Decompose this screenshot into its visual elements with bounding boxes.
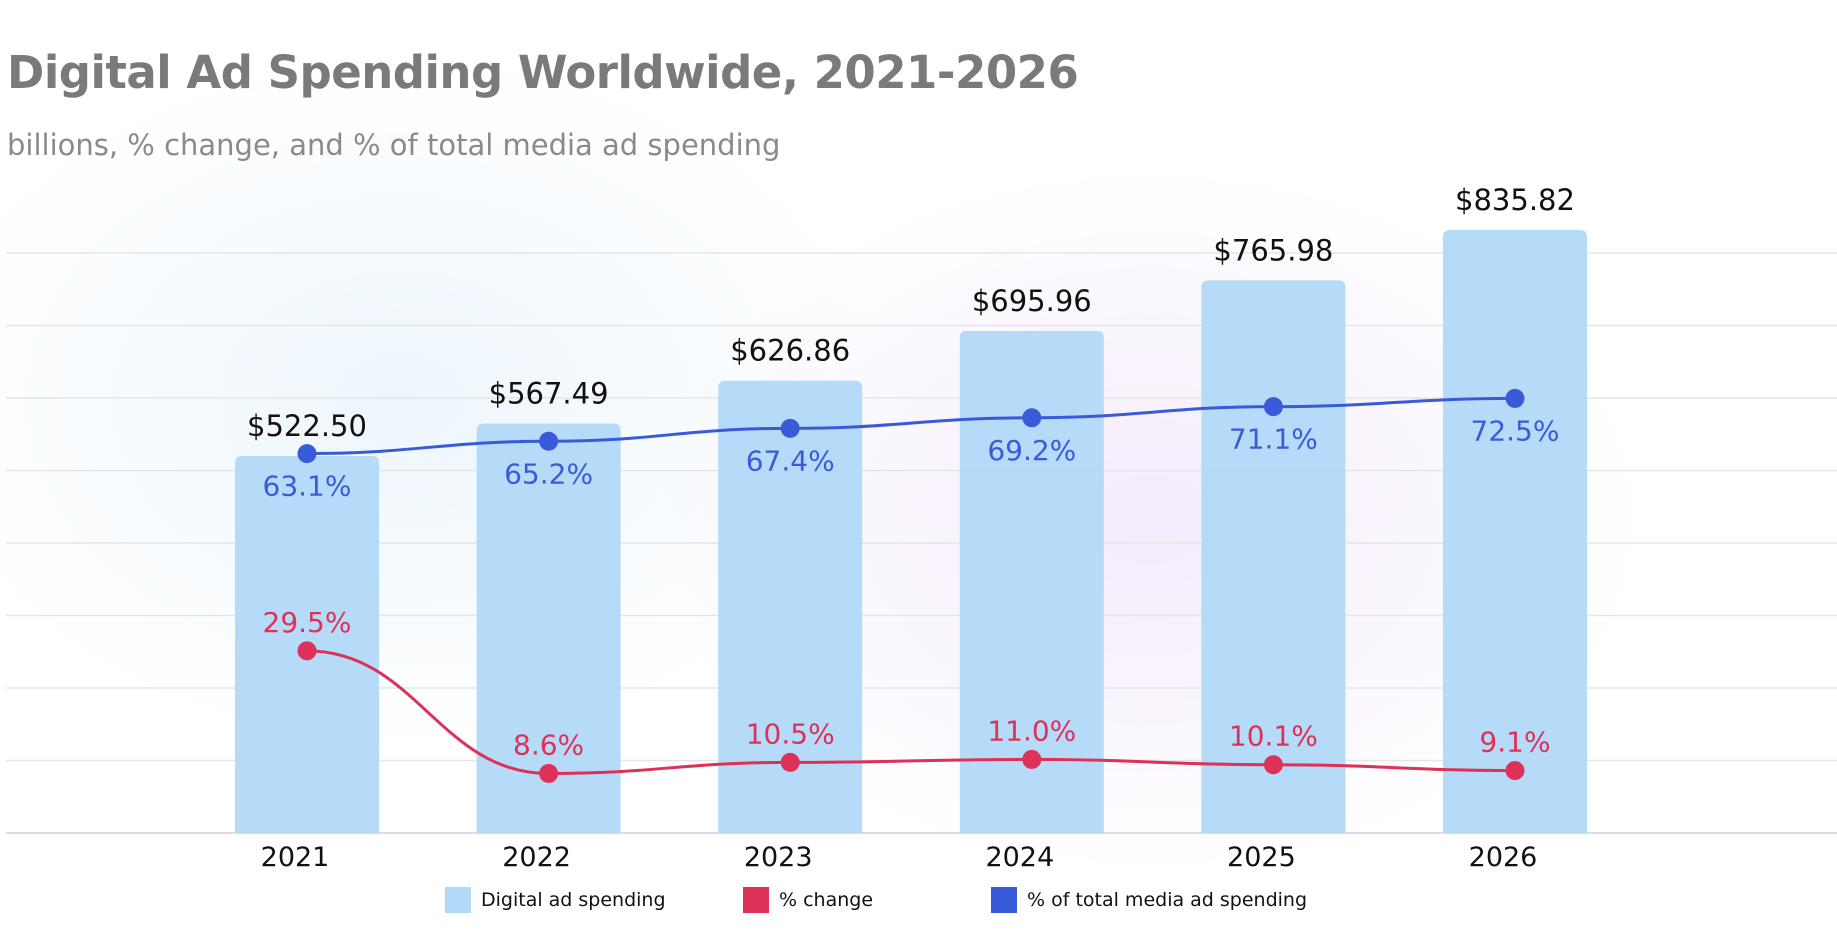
x-tick-label: 2022 [502,842,571,873]
bar [959,330,1104,833]
percent-change-point [297,641,317,661]
x-tick-label: 2026 [1469,842,1538,873]
percent-change-value-label: 9.1% [1479,726,1550,759]
percent-of-total-line [306,396,1516,456]
x-tick-label: 2021 [261,842,330,873]
percent-change-point [780,752,800,772]
percent-of-total-point [1505,388,1525,408]
percent-change-value-label: 8.6% [513,729,584,762]
percent-of-total-point [1263,397,1283,417]
percent-of-total-value-label: 71.1% [1229,423,1318,456]
percent-of-total-point [539,431,559,451]
percent-of-total-value-label: 65.2% [504,457,593,490]
percent-of-total-value-label: 72.5% [1471,414,1560,447]
chart-subtitle: billions, % change, and % of total media… [7,128,781,162]
percent-change-value-label: 10.1% [1229,720,1318,753]
bar-value-label: $765.98 [1213,233,1333,267]
x-tick-label: 2023 [744,842,813,873]
bar-value-label: $695.96 [972,284,1092,318]
percent-change-line [306,649,1516,776]
bar [718,380,863,833]
legend-swatch-bar [445,887,471,913]
percent-of-total-point [780,418,800,438]
percent-change-point [1022,749,1042,769]
chart-title: Digital Ad Spending Worldwide, 2021-2026 [7,46,1079,99]
legend-item-percent-total: % of total media ad spending [991,887,1307,913]
percent-of-total-point [297,444,317,464]
percent-change-value-label: 29.5% [263,606,352,639]
percent-of-total-value-label: 69.2% [987,434,1076,467]
percent-change-point [539,764,559,784]
percent-change-value-label: 10.5% [746,717,835,750]
legend-item-digital-ad-spending: Digital ad spending [445,887,666,913]
legend-label: % change [779,889,874,911]
legend-swatch-blue [991,887,1017,913]
x-tick-label: 2025 [1227,842,1296,873]
percent-change-value-label: 11.0% [987,714,1076,747]
legend-label: % of total media ad spending [1027,889,1308,911]
percent-change-point [1505,761,1525,781]
legend-swatch-red [743,887,769,913]
percent-of-total-value-label: 67.4% [746,444,835,477]
percent-change-point [1263,755,1283,775]
x-tick-label: 2024 [985,842,1054,873]
legend-label: Digital ad spending [481,889,666,911]
bar-value-label: $567.49 [489,377,609,411]
bar-value-label: $835.82 [1455,183,1575,217]
bar [1443,229,1587,833]
percent-of-total-point [1022,408,1042,428]
bar [1201,280,1346,833]
legend-item-percent-change: % change [743,887,873,913]
bar-value-label: $626.86 [730,334,850,368]
bar [476,423,621,833]
percent-of-total-value-label: 63.1% [263,470,352,503]
bar-value-label: $522.50 [247,409,367,443]
